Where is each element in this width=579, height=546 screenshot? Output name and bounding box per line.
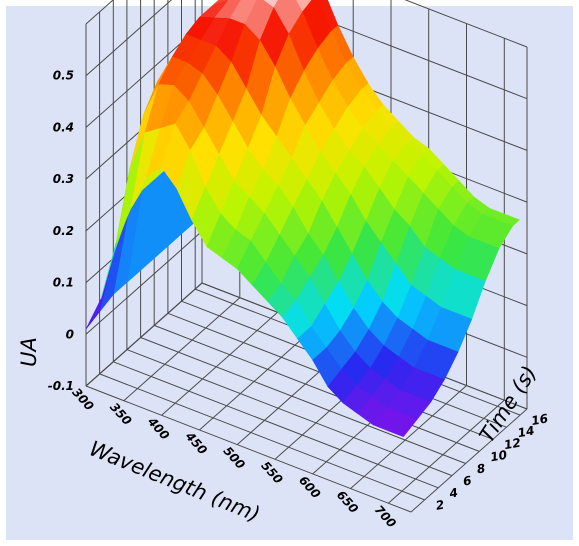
floor-grid-line [85,385,412,513]
x-tick-label: 650 [334,488,361,516]
floor-grid-line [161,311,278,416]
floor-grid-line [154,324,480,452]
y-tick-label: 4 [447,486,459,501]
x-tick-label: 550 [258,459,285,487]
y-tick-label: 6 [462,473,473,488]
x-tick-label: 350 [107,400,134,428]
z-tick-label: 0.2 [53,224,74,238]
back-wall-grid-line [85,230,203,335]
floor-grid-line [126,349,453,477]
back-wall-grid-line [85,282,203,387]
floor-grid-line [410,408,528,513]
z-tick-labels: -0.1 0 0.1 0.2 0.3 0.4 0.5 [48,69,74,393]
right-wall-grid-line [404,0,528,48]
z-tick-label: 0.3 [53,172,74,186]
z-tick-label: 0.5 [53,69,74,83]
back-wall-grid-line [85,0,173,77]
z-tick-label: 0.1 [53,276,74,290]
y-tick-label: 10 [489,448,508,465]
floor-grid-line [123,297,241,402]
z-tick-label: 0.4 [53,120,74,134]
x-tick-label: 600 [296,473,323,501]
x-tick-label: 500 [221,444,248,472]
z-axis-label: UA [17,337,41,367]
floor-grid-line [199,326,316,431]
surface-mesh [85,0,520,438]
z-tick-label: -0.1 [48,379,74,393]
y-tick-label: 8 [476,461,487,476]
right-wall-grid-line [271,0,528,100]
y-tick-label: 2 [435,498,446,513]
floor-grid-line [350,385,467,489]
floor-grid-line [140,337,466,464]
floor-grid-line [387,399,505,504]
back-wall-grid-line [85,0,114,25]
floor-grid-line [113,361,439,489]
y-tick-label: 12 [503,436,522,453]
y-tick-label: 14 [517,423,536,440]
x-tick-label: 700 [372,503,399,531]
y-tick-label: 16 [530,411,549,428]
floor-grid-line [99,373,425,501]
z-tick-label: 0 [66,327,74,341]
surface-patch [387,413,418,438]
